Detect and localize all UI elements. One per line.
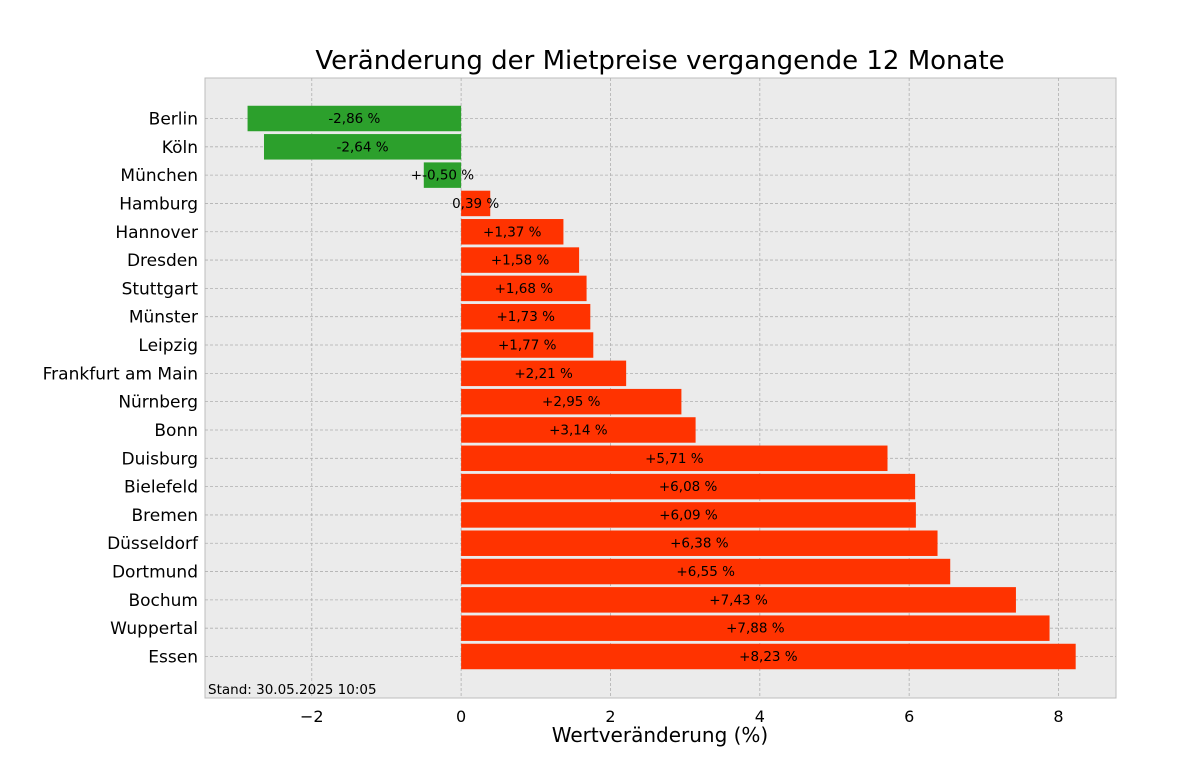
category-label: Frankfurt am Main: [43, 364, 198, 384]
category-label: Bielefeld: [124, 478, 198, 498]
timestamp-annotation: Stand: 30.05.2025 10:05: [208, 682, 377, 698]
x-tick-label: 0: [456, 707, 466, 726]
category-label: München: [120, 166, 198, 186]
x-tick-label: 2: [605, 707, 615, 726]
category-label: Leipzig: [138, 336, 198, 356]
bar: [461, 275, 587, 302]
chart-title: Veränderung der Mietpreise vergangende 1…: [315, 46, 1004, 76]
data-label: -2,64 %: [337, 139, 389, 155]
bar: [423, 162, 462, 188]
bar: [461, 417, 696, 443]
category-label: Hamburg: [119, 194, 198, 214]
data-label: +1,58 %: [491, 253, 550, 269]
bar: [461, 558, 951, 585]
data-label: +3,14 %: [549, 422, 608, 438]
bar: [263, 134, 462, 160]
bar: [461, 332, 594, 358]
category-label: Hannover: [115, 223, 198, 243]
bar: [461, 388, 682, 415]
category-label: Berlin: [149, 110, 198, 130]
category-label: Nürnberg: [118, 393, 198, 413]
data-label: +1,77 %: [498, 338, 557, 354]
data-label: +6,08 %: [659, 479, 718, 495]
category-label: Köln: [162, 138, 198, 158]
category-label: Dortmund: [112, 563, 198, 583]
x-tick-label: −2: [300, 707, 324, 726]
x-axis-label: Wertveränderung (%): [552, 723, 769, 747]
category-label: Düsseldorf: [107, 534, 199, 554]
data-label: +2,21 %: [514, 366, 573, 382]
data-label: +8,23 %: [739, 649, 798, 665]
data-label: 0,39 %: [452, 196, 499, 212]
data-label: +-0,50 %: [411, 168, 475, 184]
data-label: -2,86 %: [328, 111, 380, 127]
category-label: Duisburg: [122, 449, 199, 469]
bar-layer: [247, 105, 1076, 670]
category-label: Bonn: [154, 421, 198, 441]
data-label: +5,71 %: [645, 451, 704, 467]
category-label: Wuppertal: [110, 619, 198, 639]
category-label: Bremen: [131, 506, 198, 526]
category-label: Essen: [148, 648, 198, 668]
data-label: +7,88 %: [726, 621, 785, 637]
bar: [247, 105, 462, 132]
label-layer: −2 0 2 4 6 8 Berlin -2,86 % Köln -2,64 % München +-…: [43, 110, 1064, 727]
data-label: +6,09 %: [659, 507, 718, 523]
category-label: Dresden: [127, 251, 198, 271]
category-label: Bochum: [128, 591, 198, 611]
bar: [461, 303, 591, 330]
data-label: +7,43 %: [709, 592, 768, 608]
bar: [461, 360, 627, 387]
category-label: Münster: [129, 308, 198, 328]
bar: [461, 445, 888, 472]
data-label: +6,38 %: [670, 536, 729, 552]
data-label: +6,55 %: [676, 564, 735, 580]
bar: [461, 530, 938, 556]
data-label: +1,37 %: [483, 224, 542, 240]
bar: [461, 190, 491, 217]
data-label: +2,95 %: [542, 394, 601, 410]
data-label: +1,68 %: [495, 281, 554, 297]
bar: [461, 502, 916, 528]
x-tick-label: 6: [904, 707, 914, 726]
data-label: +1,73 %: [496, 309, 555, 325]
bar: [461, 247, 580, 273]
x-tick-label: 4: [755, 707, 765, 726]
bar: [461, 615, 1050, 641]
bar: [461, 587, 1016, 613]
category-label: Stuttgart: [122, 279, 199, 299]
bar: [461, 643, 1076, 670]
bar: [461, 219, 564, 245]
x-tick-label: 8: [1053, 707, 1063, 726]
bar: [461, 473, 916, 500]
